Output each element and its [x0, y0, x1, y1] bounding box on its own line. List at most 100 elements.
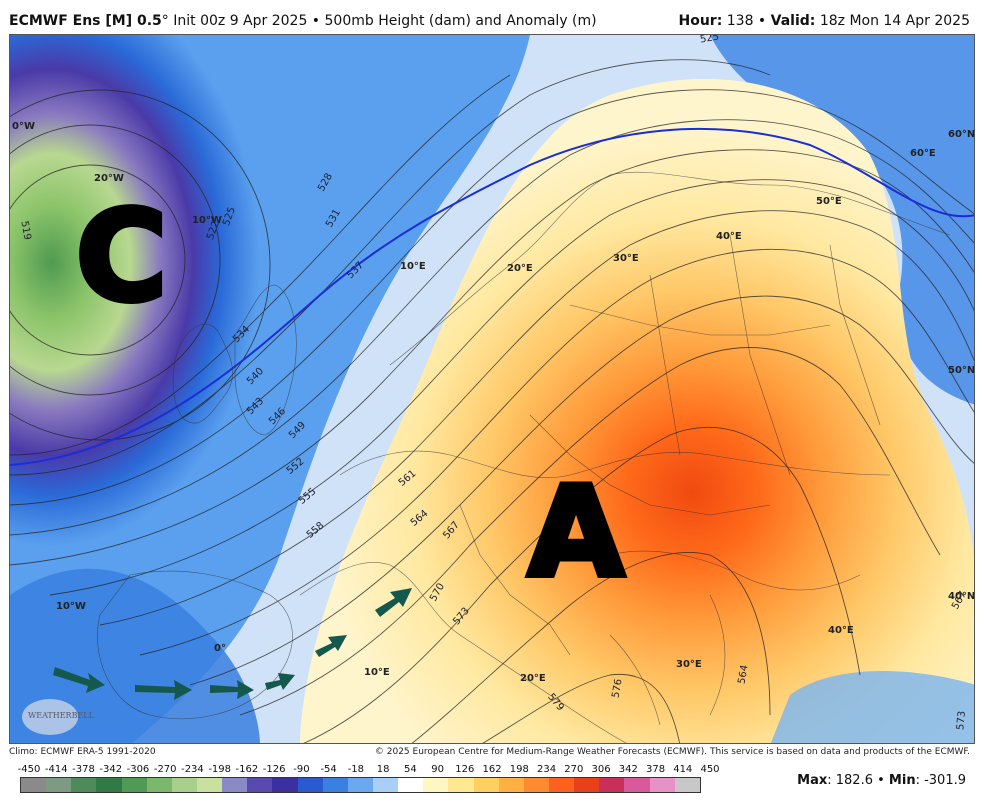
ridge-anomaly — [300, 78, 974, 743]
scale-swatch — [297, 778, 323, 792]
contour-label: 573 — [955, 710, 968, 731]
scale-tick-label: -234 — [181, 764, 204, 775]
northeast-trough — [710, 35, 974, 405]
weatherbell-logo: WEATHERBELL — [28, 711, 94, 720]
scale-tick-label: 414 — [673, 764, 693, 775]
copyright-note: © 2025 European Centre for Medium-Range … — [374, 747, 970, 757]
longitude-label: 50°E — [816, 196, 842, 207]
scale-tick-label: -90 — [293, 764, 310, 775]
latitude-label: 60°N — [948, 129, 975, 140]
latitude-label: 40°N — [948, 591, 975, 602]
scale-swatch — [347, 778, 373, 792]
weather-map[interactable]: C A 0°W 20°W 10°W 10°E 20°E 30°E 40°E 50… — [9, 34, 975, 744]
scale-swatch — [674, 778, 700, 792]
scale-swatch — [146, 778, 172, 792]
scale-tick-labels: -450 -414 -378 -342 -306 -270 -234 -198 -162 -126… — [14, 764, 720, 776]
scale-swatch — [21, 778, 47, 792]
max-label: Max — [797, 773, 828, 788]
scale-tick-label: 378 — [645, 764, 666, 775]
anticyclone-letter: A — [525, 461, 627, 605]
longitude-label: 60°E — [910, 148, 936, 159]
climo-note: Climo: ECMWF ERA-5 1991-2020 — [9, 747, 156, 757]
scale-tick-label: -18 — [347, 764, 365, 775]
map-title: ECMWF Ens [M] 0.5° Init 00z 9 Apr 2025 •… — [9, 13, 597, 29]
scale-tick-label: -378 — [72, 764, 95, 775]
scale-tick-label: -414 — [44, 764, 68, 775]
scale-tick-label: 90 — [431, 764, 444, 775]
scale-tick-label: 126 — [455, 764, 475, 775]
height-contours — [10, 59, 974, 743]
longitude-label: 10°E — [400, 261, 426, 272]
scale-swatch — [171, 778, 197, 792]
scale-tick-label: 270 — [564, 764, 584, 775]
scale-swatch — [96, 778, 122, 792]
scale-swatch — [322, 778, 348, 792]
longitude-label: 40°E — [828, 625, 854, 636]
cyclone-letter: C — [73, 185, 170, 329]
map-canvas — [10, 35, 974, 743]
scale-tick-label: 234 — [537, 764, 557, 775]
scale-tick-label: -270 — [153, 764, 177, 775]
scale-swatch — [398, 778, 424, 792]
scale-swatch — [372, 778, 399, 792]
scale-tick-label: 54 — [403, 764, 417, 775]
longitude-label: 10°E — [364, 667, 390, 678]
scale-tick-label: -54 — [320, 764, 337, 775]
scale-swatch — [222, 778, 248, 792]
longitude-label: 30°E — [613, 253, 639, 264]
scale-swatch — [448, 778, 474, 792]
scale-tick-label: -306 — [126, 764, 150, 775]
longitude-label: 10°W — [56, 601, 86, 612]
latitude-label: 50°N — [948, 365, 975, 376]
scale-tick-label: 342 — [618, 764, 638, 775]
scale-tick-label: -342 — [99, 764, 123, 775]
scale-swatch — [46, 778, 72, 792]
trough-anomaly — [10, 35, 530, 743]
scale-swatch — [548, 778, 575, 792]
longitude-label: 20°E — [520, 673, 546, 684]
degree-symbol: ° — [161, 13, 169, 29]
anomaly-color-scale — [20, 777, 701, 793]
valid-value: 18z Mon 14 Apr 2025 — [815, 13, 970, 29]
scale-swatch — [272, 778, 298, 792]
longitude-label: 20°W — [94, 173, 124, 184]
hour-value: 138 • — [722, 13, 771, 29]
scale-swatch — [196, 778, 223, 792]
scale-tick-label: -126 — [262, 764, 286, 775]
longitude-label: 0°W — [12, 121, 35, 132]
valid-label: Valid: — [770, 13, 816, 29]
min-value: : -301.9 — [915, 773, 966, 788]
scale-swatch — [624, 778, 650, 792]
min-label: Min — [888, 773, 916, 788]
scale-swatch — [649, 778, 675, 792]
model-name: ECMWF Ens [M] 0.5 — [9, 13, 162, 29]
southeast-trough — [770, 671, 974, 743]
scale-swatch — [473, 778, 499, 792]
hour-label: Hour: — [678, 13, 723, 29]
max-min-stats: Max: 182.6 • Min: -301.9 — [797, 773, 966, 788]
weatherbell-logo-shape — [22, 699, 78, 735]
init-description: Init 00z 9 Apr 2025 • 500mb Height (dam)… — [168, 13, 597, 29]
scale-swatch — [523, 778, 549, 792]
scale-tick-label: 306 — [591, 764, 611, 775]
flow-arrows — [53, 588, 412, 700]
scale-swatch — [599, 778, 625, 792]
max-value: : 182.6 • — [827, 773, 889, 788]
scale-tick-label: -198 — [208, 764, 232, 775]
valid-time: Hour: 138 • Valid: 18z Mon 14 Apr 2025 — [679, 13, 971, 29]
scale-tick-label: 18 — [376, 764, 390, 775]
coastlines-borders — [97, 171, 951, 743]
scale-swatch — [121, 778, 147, 792]
scale-swatch — [423, 778, 449, 792]
scale-swatch — [498, 778, 524, 792]
scale-swatch — [247, 778, 273, 792]
longitude-label: 0° — [214, 643, 226, 654]
title-bar: ECMWF Ens [M] 0.5° Init 00z 9 Apr 2025 •… — [0, 0, 984, 34]
longitude-label: 10°W — [192, 215, 222, 226]
scale-tick-label: 162 — [482, 764, 502, 775]
scale-tick-label: -450 — [17, 764, 41, 775]
scale-tick-label: -162 — [235, 764, 259, 775]
climo-540-line — [10, 127, 974, 466]
southwest-trough — [10, 568, 260, 743]
longitude-label: 40°E — [716, 231, 742, 242]
